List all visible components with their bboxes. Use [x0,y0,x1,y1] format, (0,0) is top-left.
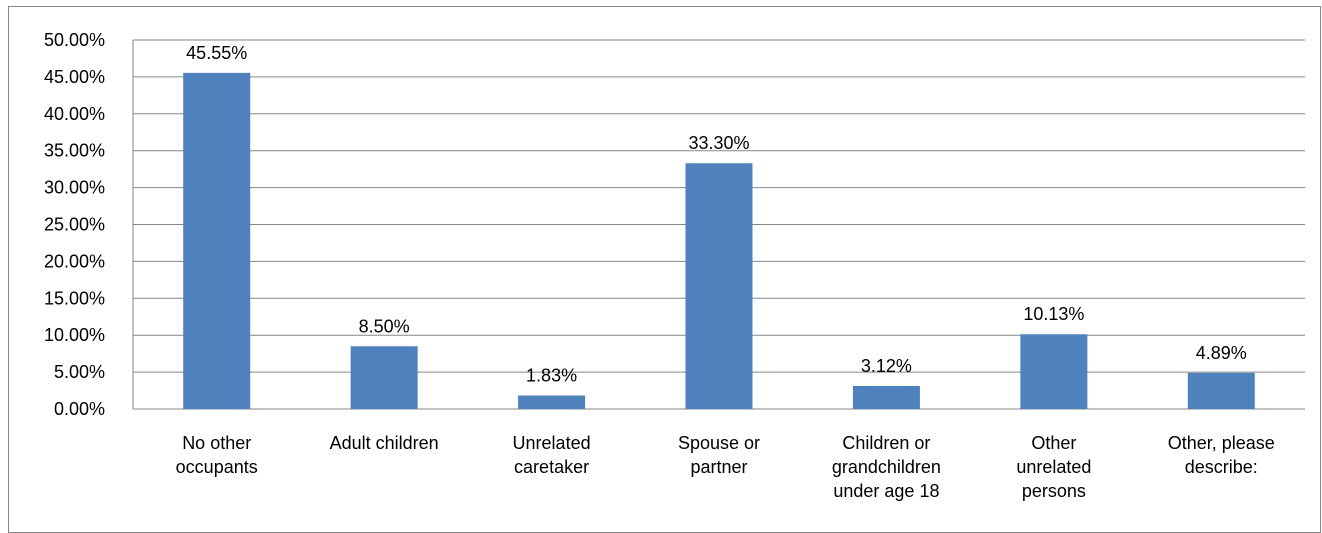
data-label: 4.89% [1196,343,1247,363]
x-tick-label: Unrelated caretaker [513,433,591,477]
bar [518,395,586,409]
y-tick-label: 40.00% [44,104,105,124]
data-label: 33.30% [688,133,749,153]
data-label: 10.13% [1023,304,1084,324]
y-tick-label: 0.00% [54,399,105,419]
bar [852,385,920,409]
x-tick-label: Other, please describe: [1168,433,1275,477]
y-tick-label: 10.00% [44,325,105,345]
y-tick-label: 35.00% [44,141,105,161]
y-tick-label: 25.00% [44,215,105,235]
bar [350,346,418,409]
y-tick-label: 45.00% [44,67,105,87]
y-tick-label: 50.00% [44,30,105,50]
x-tick-label: Adult children [330,433,439,453]
x-tick-label: Other unrelated persons [1016,433,1091,501]
x-tick-label: Spouse or partner [678,433,760,477]
bar [1187,372,1255,409]
x-tick-label: Children or grandchildren under age 18 [832,433,941,501]
y-tick-label: 15.00% [44,288,105,308]
bar [183,72,251,409]
bar [685,163,753,409]
y-tick-label: 20.00% [44,251,105,271]
data-label: 8.50% [359,316,410,336]
data-label: 1.83% [526,365,577,385]
x-tick-label: No other occupants [176,433,258,477]
data-label: 3.12% [861,356,912,376]
y-tick-label: 5.00% [54,362,105,382]
y-tick-label: 30.00% [44,178,105,198]
data-label: 45.55% [186,43,247,63]
bar [1020,334,1088,409]
